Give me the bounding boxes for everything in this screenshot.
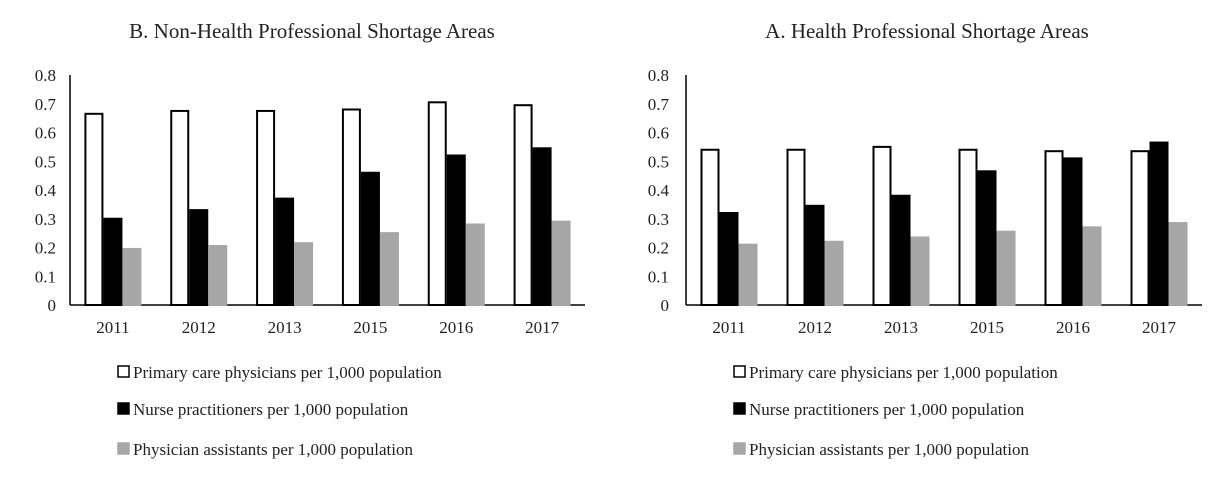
chart0-bar-2015-series2 xyxy=(379,232,399,306)
chart0-legend-label-0: Primary care physicians per 1,000 popula… xyxy=(133,363,442,382)
chart1-bar-2015-series1 xyxy=(977,170,997,306)
chart0-x-tick-label: 2016 xyxy=(439,318,473,337)
chart0-legend-swatch-2 xyxy=(117,442,130,455)
chart1-y-tick-label: 0.8 xyxy=(648,66,669,85)
chart1-bar-2013-series1 xyxy=(891,194,911,306)
chart0-bar-2011-series2 xyxy=(122,247,142,306)
chart0-bar-2012-series2 xyxy=(208,245,228,306)
chart0-bar-2016-series2 xyxy=(465,223,485,306)
chart1-y-tick-label: 0.5 xyxy=(648,152,669,171)
chart0-y-tick-label: 0.2 xyxy=(35,239,56,258)
chart1-bar-2013-series2 xyxy=(910,236,930,306)
chart1-bar-2017-series1 xyxy=(1149,141,1169,306)
chart0-y-tick-label: 0.7 xyxy=(35,95,57,114)
chart1-x-tick-label: 2017 xyxy=(1142,318,1177,337)
chart0-y-tick-label: 0.8 xyxy=(35,66,56,85)
chart0-bar-2013-series1 xyxy=(275,197,295,306)
chart1-legend-label-2: Physician assistants per 1,000 populatio… xyxy=(749,440,1030,459)
chart1-y-tick-label: 0.4 xyxy=(648,181,670,200)
chart-non-hpsa: B. Non-Health Professional Shortage Area… xyxy=(35,19,585,459)
chart0-y-tick-label: 0.5 xyxy=(35,152,56,171)
chart0-y-tick-label: 0.4 xyxy=(35,181,57,200)
chart1-x-tick-label: 2016 xyxy=(1056,318,1090,337)
chart0-y-tick-label: 0.3 xyxy=(35,210,56,229)
chart1-bar-2017-series0 xyxy=(1130,150,1150,306)
chart0-bar-2017-series0 xyxy=(513,104,533,306)
chart1-bar-2011-series2 xyxy=(738,243,758,306)
chart1-bar-2012-series2 xyxy=(824,240,844,306)
chart0-y-tick-label: 0 xyxy=(48,296,57,315)
chart1-x-tick-label: 2013 xyxy=(884,318,918,337)
chart1-title: A. Health Professional Shortage Areas xyxy=(765,19,1089,43)
chart-hpsa: A. Health Professional Shortage Areas 0 0.… xyxy=(648,19,1202,459)
chart0-x-tick-label: 2017 xyxy=(525,318,560,337)
chart1-legend-label-0: Primary care physicians per 1,000 popula… xyxy=(749,363,1058,382)
chart1-bar-2011-series1 xyxy=(719,212,739,306)
chart1-bar-2015-series0 xyxy=(958,148,978,306)
chart1-x-tick-label: 2011 xyxy=(712,318,745,337)
chart1-bar-2016-series0 xyxy=(1044,150,1064,306)
chart0-bar-2013-series0 xyxy=(256,109,276,306)
chart1-y-tick-label: 0 xyxy=(661,296,670,315)
chart0-bar-2016-series0 xyxy=(427,101,447,306)
chart0-legend-swatch-1 xyxy=(117,402,130,415)
chart0-bar-2017-series2 xyxy=(551,220,571,306)
chart0-legend-swatch-0 xyxy=(117,365,130,378)
chart1-y-tick-label: 0.1 xyxy=(648,267,669,286)
chart0-x-tick-label: 2011 xyxy=(96,318,129,337)
chart0-bar-2015-series1 xyxy=(360,171,380,306)
chart1-x-tick-label: 2015 xyxy=(970,318,1004,337)
chart1-y-tick-label: 0.6 xyxy=(648,124,669,143)
chart1-bar-2016-series1 xyxy=(1063,157,1083,306)
chart1-y-tick-label: 0.2 xyxy=(648,239,669,258)
chart0-legend-label-2: Physician assistants per 1,000 populatio… xyxy=(133,440,414,459)
chart0-bar-2017-series1 xyxy=(532,147,552,306)
chart0-bar-2011-series0 xyxy=(84,112,104,306)
chart0-x-tick-label: 2012 xyxy=(182,318,216,337)
chart1-legend-swatch-1 xyxy=(733,402,746,415)
chart0-title: B. Non-Health Professional Shortage Area… xyxy=(129,19,495,43)
chart1-bar-2011-series0 xyxy=(700,148,720,306)
chart1-bar-2013-series0 xyxy=(872,145,892,306)
chart0-bar-2012-series0 xyxy=(170,109,190,306)
chart1-bar-2012-series1 xyxy=(805,204,825,306)
chart0-y-tick-label: 0.6 xyxy=(35,124,56,143)
chart1-legend-swatch-2 xyxy=(733,442,746,455)
chart1-bar-2017-series2 xyxy=(1168,222,1188,306)
chart0-bar-2016-series1 xyxy=(446,154,466,306)
chart0-y-tick-label: 0.1 xyxy=(35,267,56,286)
chart0-bar-2013-series2 xyxy=(294,242,314,306)
chart0-x-tick-label: 2013 xyxy=(268,318,302,337)
chart1-bar-2015-series2 xyxy=(996,230,1016,306)
chart1-bar-2016-series2 xyxy=(1082,226,1102,306)
chart1-y-tick-label: 0.3 xyxy=(648,210,669,229)
chart0-bar-2012-series1 xyxy=(189,209,209,306)
chart1-y-tick-label: 0.7 xyxy=(648,95,670,114)
chart1-x-tick-label: 2012 xyxy=(798,318,832,337)
chart1-bar-2012-series0 xyxy=(786,148,806,306)
chart0-bar-2015-series0 xyxy=(341,108,361,306)
chart0-bar-2011-series1 xyxy=(103,217,123,306)
chart0-legend-label-1: Nurse practitioners per 1,000 population xyxy=(133,400,409,419)
chart0-x-tick-label: 2015 xyxy=(353,318,387,337)
chart1-legend-swatch-0 xyxy=(733,365,746,378)
chart1-legend-label-1: Nurse practitioners per 1,000 population xyxy=(749,400,1025,419)
